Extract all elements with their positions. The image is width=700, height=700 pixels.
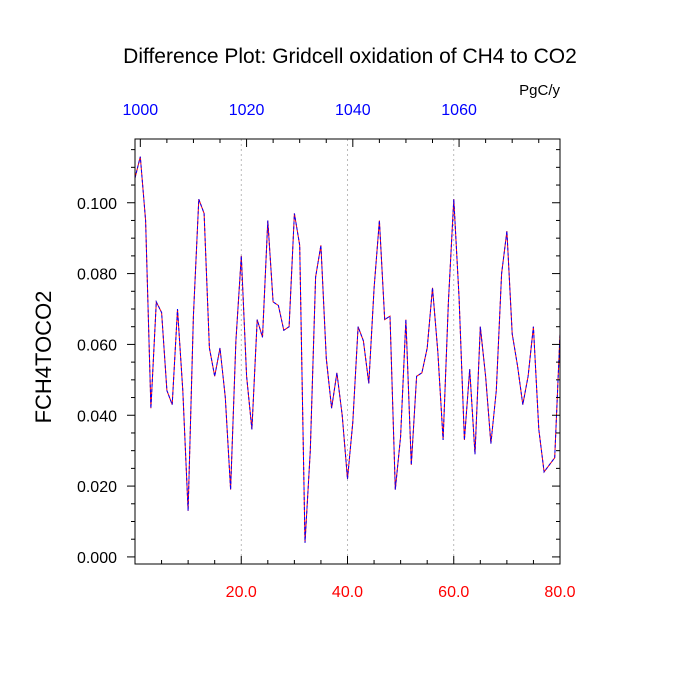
top-tick-label: 1020 bbox=[229, 102, 265, 119]
left-tick-label: 0.100 bbox=[77, 196, 117, 213]
data-series bbox=[134, 156, 561, 543]
left-tick-label: 0.060 bbox=[77, 337, 117, 354]
left-tick-label: 0.040 bbox=[77, 408, 117, 425]
top-tick-label: 1000 bbox=[123, 102, 159, 119]
bottom-tick-label: 20.0 bbox=[226, 584, 257, 601]
left-tick-label: 0.000 bbox=[77, 550, 117, 567]
tick-labels: 20.0 40.0 60.0 80.0 1000 1020 1040 1060 0.000 0.0… bbox=[77, 102, 576, 601]
axis-ticks bbox=[127, 139, 561, 564]
y-axis-label: FCH4TOCO2 bbox=[31, 291, 56, 424]
bottom-tick-label: 40.0 bbox=[332, 584, 363, 601]
left-tick-label: 0.080 bbox=[77, 267, 117, 284]
top-tick-label: 1040 bbox=[335, 102, 371, 119]
bottom-tick-label: 60.0 bbox=[438, 584, 469, 601]
series-line-blue bbox=[134, 156, 561, 543]
left-tick-label: 0.020 bbox=[77, 479, 117, 496]
top-tick-label: 1060 bbox=[441, 102, 477, 119]
bottom-tick-label: 80.0 bbox=[544, 584, 575, 601]
grid-lines bbox=[240, 139, 561, 564]
chart-title: Difference Plot: Gridcell oxidation of C… bbox=[123, 45, 577, 68]
units-label: PgC/y bbox=[519, 82, 560, 99]
